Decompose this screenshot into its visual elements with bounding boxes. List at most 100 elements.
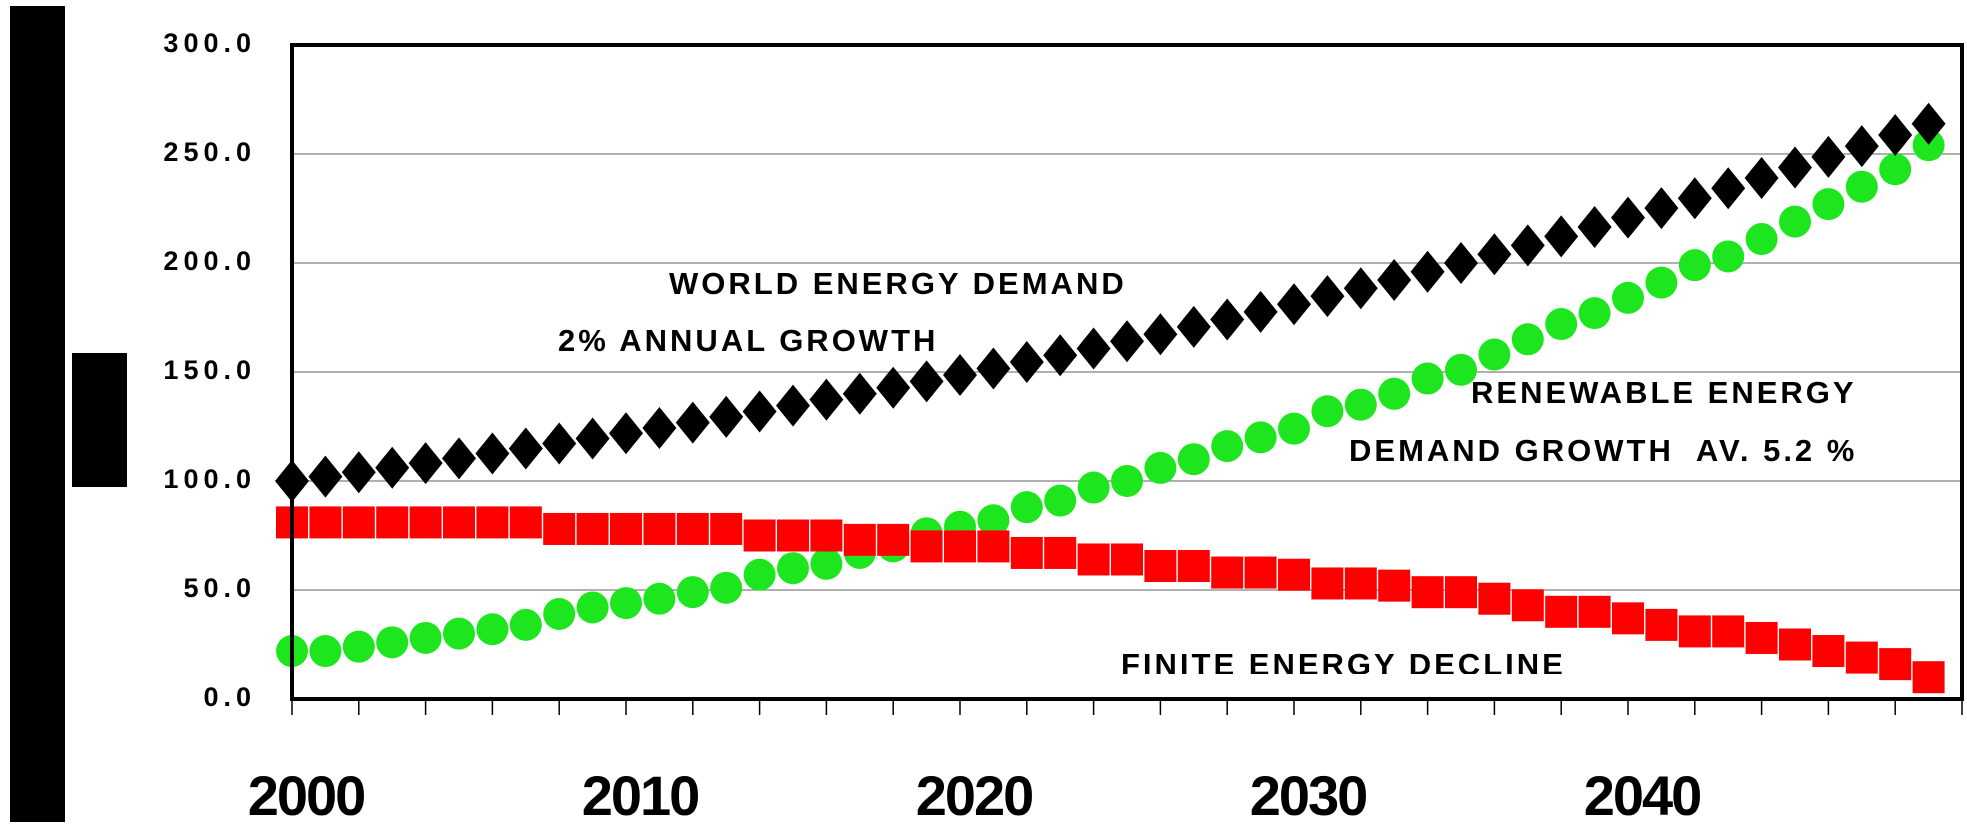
point [1912, 661, 1945, 694]
point [1378, 377, 1411, 410]
point [509, 506, 542, 539]
point [876, 366, 911, 409]
point [341, 451, 376, 494]
y-tick-label: 50.0 [183, 573, 256, 603]
point [309, 506, 342, 539]
point [1510, 224, 1545, 267]
point [943, 354, 977, 397]
point [376, 506, 409, 539]
decor-bar [72, 353, 127, 487]
point [710, 571, 743, 604]
annotation: FINITE ENERGY DECLINE [1121, 647, 1566, 682]
x-tick-label: 2040 [1584, 764, 1701, 827]
point [1811, 135, 1846, 178]
y-tick-label: 200.0 [163, 246, 256, 276]
point [610, 512, 642, 545]
point [342, 506, 375, 539]
point [1444, 242, 1478, 284]
point [676, 576, 709, 609]
point [1879, 648, 1912, 681]
point [1110, 320, 1144, 363]
point [944, 530, 976, 563]
y-tick-label: 0.0 [203, 682, 256, 712]
point [1878, 114, 1913, 157]
point [643, 512, 676, 545]
point [375, 446, 410, 489]
point [877, 523, 910, 556]
point [1612, 602, 1644, 635]
y-tick-label: 250.0 [163, 137, 256, 167]
point [1578, 297, 1611, 330]
point [1411, 362, 1444, 395]
point [1144, 550, 1177, 583]
point [576, 591, 609, 624]
point [476, 613, 509, 646]
point [742, 390, 777, 433]
point [1044, 484, 1077, 517]
point [1076, 327, 1111, 370]
point [1645, 266, 1678, 299]
point [1511, 589, 1544, 622]
point [1177, 550, 1210, 583]
point [1844, 125, 1879, 168]
point [609, 412, 643, 455]
point [342, 630, 375, 663]
point [1845, 170, 1878, 203]
point [709, 395, 744, 438]
point [976, 347, 1011, 390]
point [1545, 595, 1578, 628]
point [1478, 338, 1511, 371]
point [1043, 334, 1078, 377]
point [1210, 298, 1245, 341]
point [1244, 421, 1277, 454]
point [1779, 205, 1811, 238]
point [1277, 283, 1311, 326]
y-tick-label: 300.0 [163, 28, 256, 58]
point [509, 608, 542, 641]
point [1678, 615, 1711, 648]
point [1411, 576, 1444, 609]
point [676, 512, 709, 545]
point [1778, 146, 1812, 189]
point [1410, 250, 1445, 293]
x-tick-label: 2000 [248, 764, 365, 827]
point [1644, 187, 1679, 230]
point [542, 422, 577, 465]
point [1311, 567, 1344, 600]
point [1111, 465, 1143, 497]
point [675, 401, 710, 444]
point [308, 455, 343, 498]
point [1712, 615, 1745, 648]
plot-frame [290, 43, 1964, 701]
point [1744, 156, 1779, 199]
point [1845, 641, 1878, 674]
annotation: DEMAND GROWTH AV. 5.2 % [1349, 433, 1857, 468]
point [543, 597, 576, 630]
point [476, 506, 509, 539]
point [409, 506, 442, 539]
decor-bar [10, 6, 65, 822]
point [543, 512, 576, 545]
point [443, 617, 475, 650]
point [408, 442, 443, 485]
annotation: RENEWABLE ENERGY [1471, 375, 1857, 410]
point [1009, 340, 1044, 383]
point [1678, 249, 1711, 282]
point [1677, 177, 1712, 220]
point [1545, 308, 1578, 341]
point [776, 384, 810, 427]
point [810, 519, 843, 552]
point [1645, 608, 1678, 641]
point [1211, 430, 1244, 463]
point [1711, 167, 1746, 210]
point [376, 626, 409, 659]
point [1143, 313, 1178, 356]
point [1311, 395, 1344, 428]
point [977, 504, 1010, 537]
point [1712, 240, 1745, 273]
point [576, 512, 609, 545]
point [575, 417, 610, 460]
point [1577, 206, 1612, 249]
point [1879, 153, 1912, 186]
point [1812, 635, 1845, 668]
